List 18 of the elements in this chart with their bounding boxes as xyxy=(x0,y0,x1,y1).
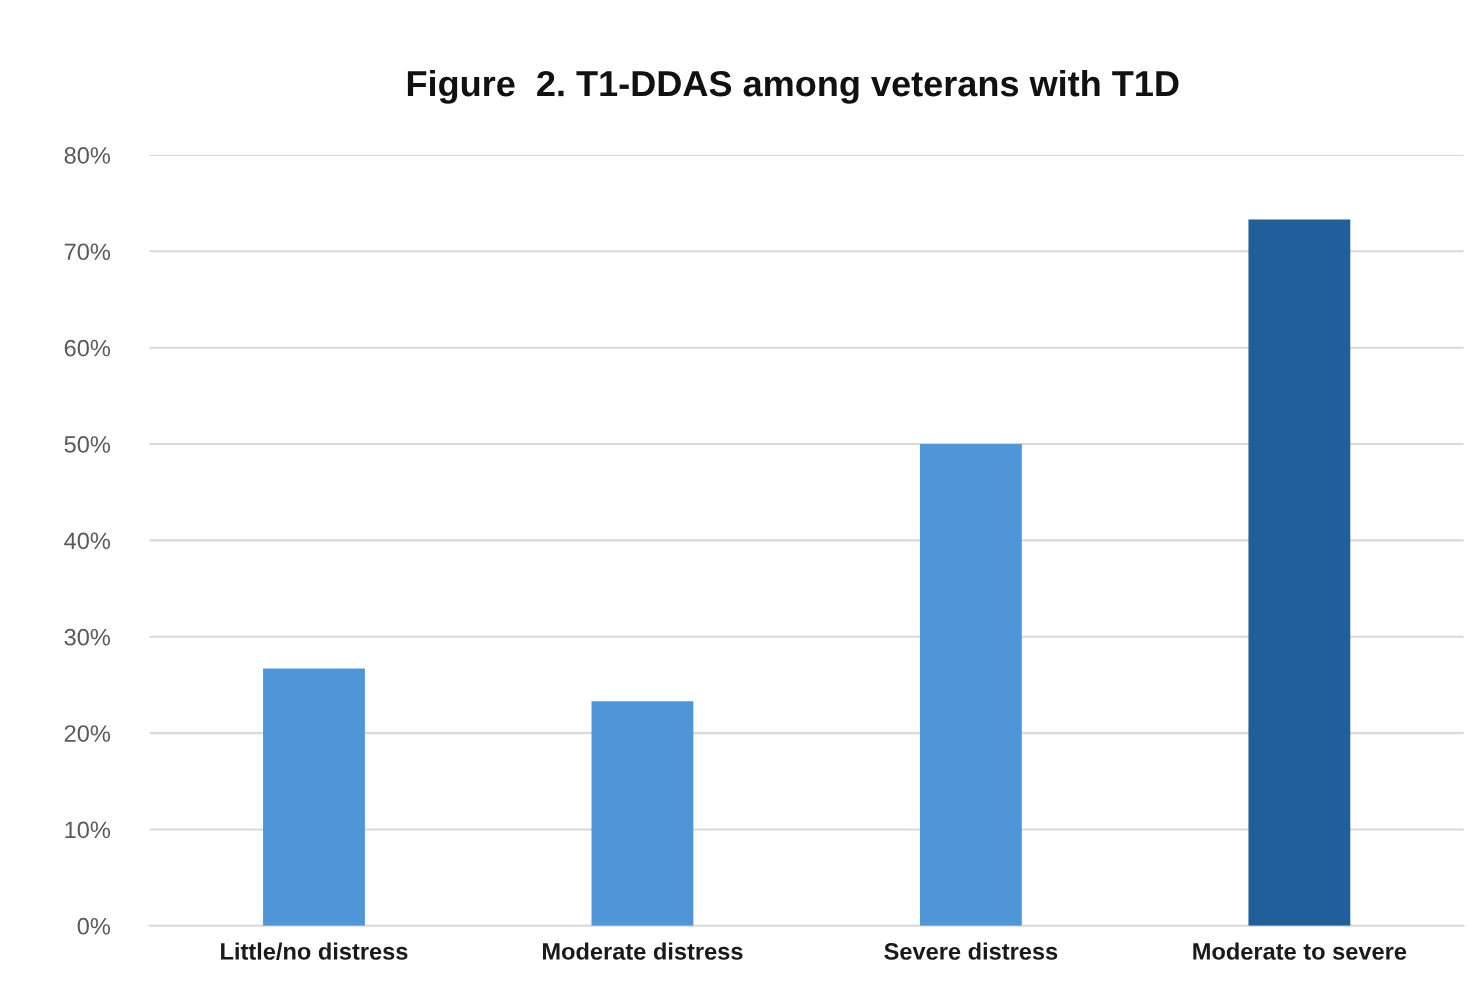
y-tick-label: 10% xyxy=(65,821,111,839)
y-tick-label: 70% xyxy=(64,243,111,261)
x-tick-label: Moderate distress xyxy=(542,942,743,960)
bar xyxy=(591,701,694,926)
y-tick-label: 20% xyxy=(64,725,111,742)
x-tick-label: Moderate to severe xyxy=(1193,942,1407,960)
y-tick-label: 40% xyxy=(64,532,111,550)
x-tick-label: Severe distress xyxy=(884,942,1058,960)
bar xyxy=(263,668,365,926)
y-tick-label: 30% xyxy=(64,628,111,646)
bar xyxy=(1248,219,1351,926)
y-tick-label: 50% xyxy=(64,436,111,453)
y-tick-label: 0% xyxy=(77,917,111,935)
y-tick-label: 60% xyxy=(64,339,111,357)
x-tick-label: Little/no distress xyxy=(221,942,408,961)
bar xyxy=(919,444,1022,926)
y-tick-label: 80% xyxy=(64,147,111,164)
chart-title: Figure 2. T1-DDAS among veterans with T1D xyxy=(407,69,1179,104)
